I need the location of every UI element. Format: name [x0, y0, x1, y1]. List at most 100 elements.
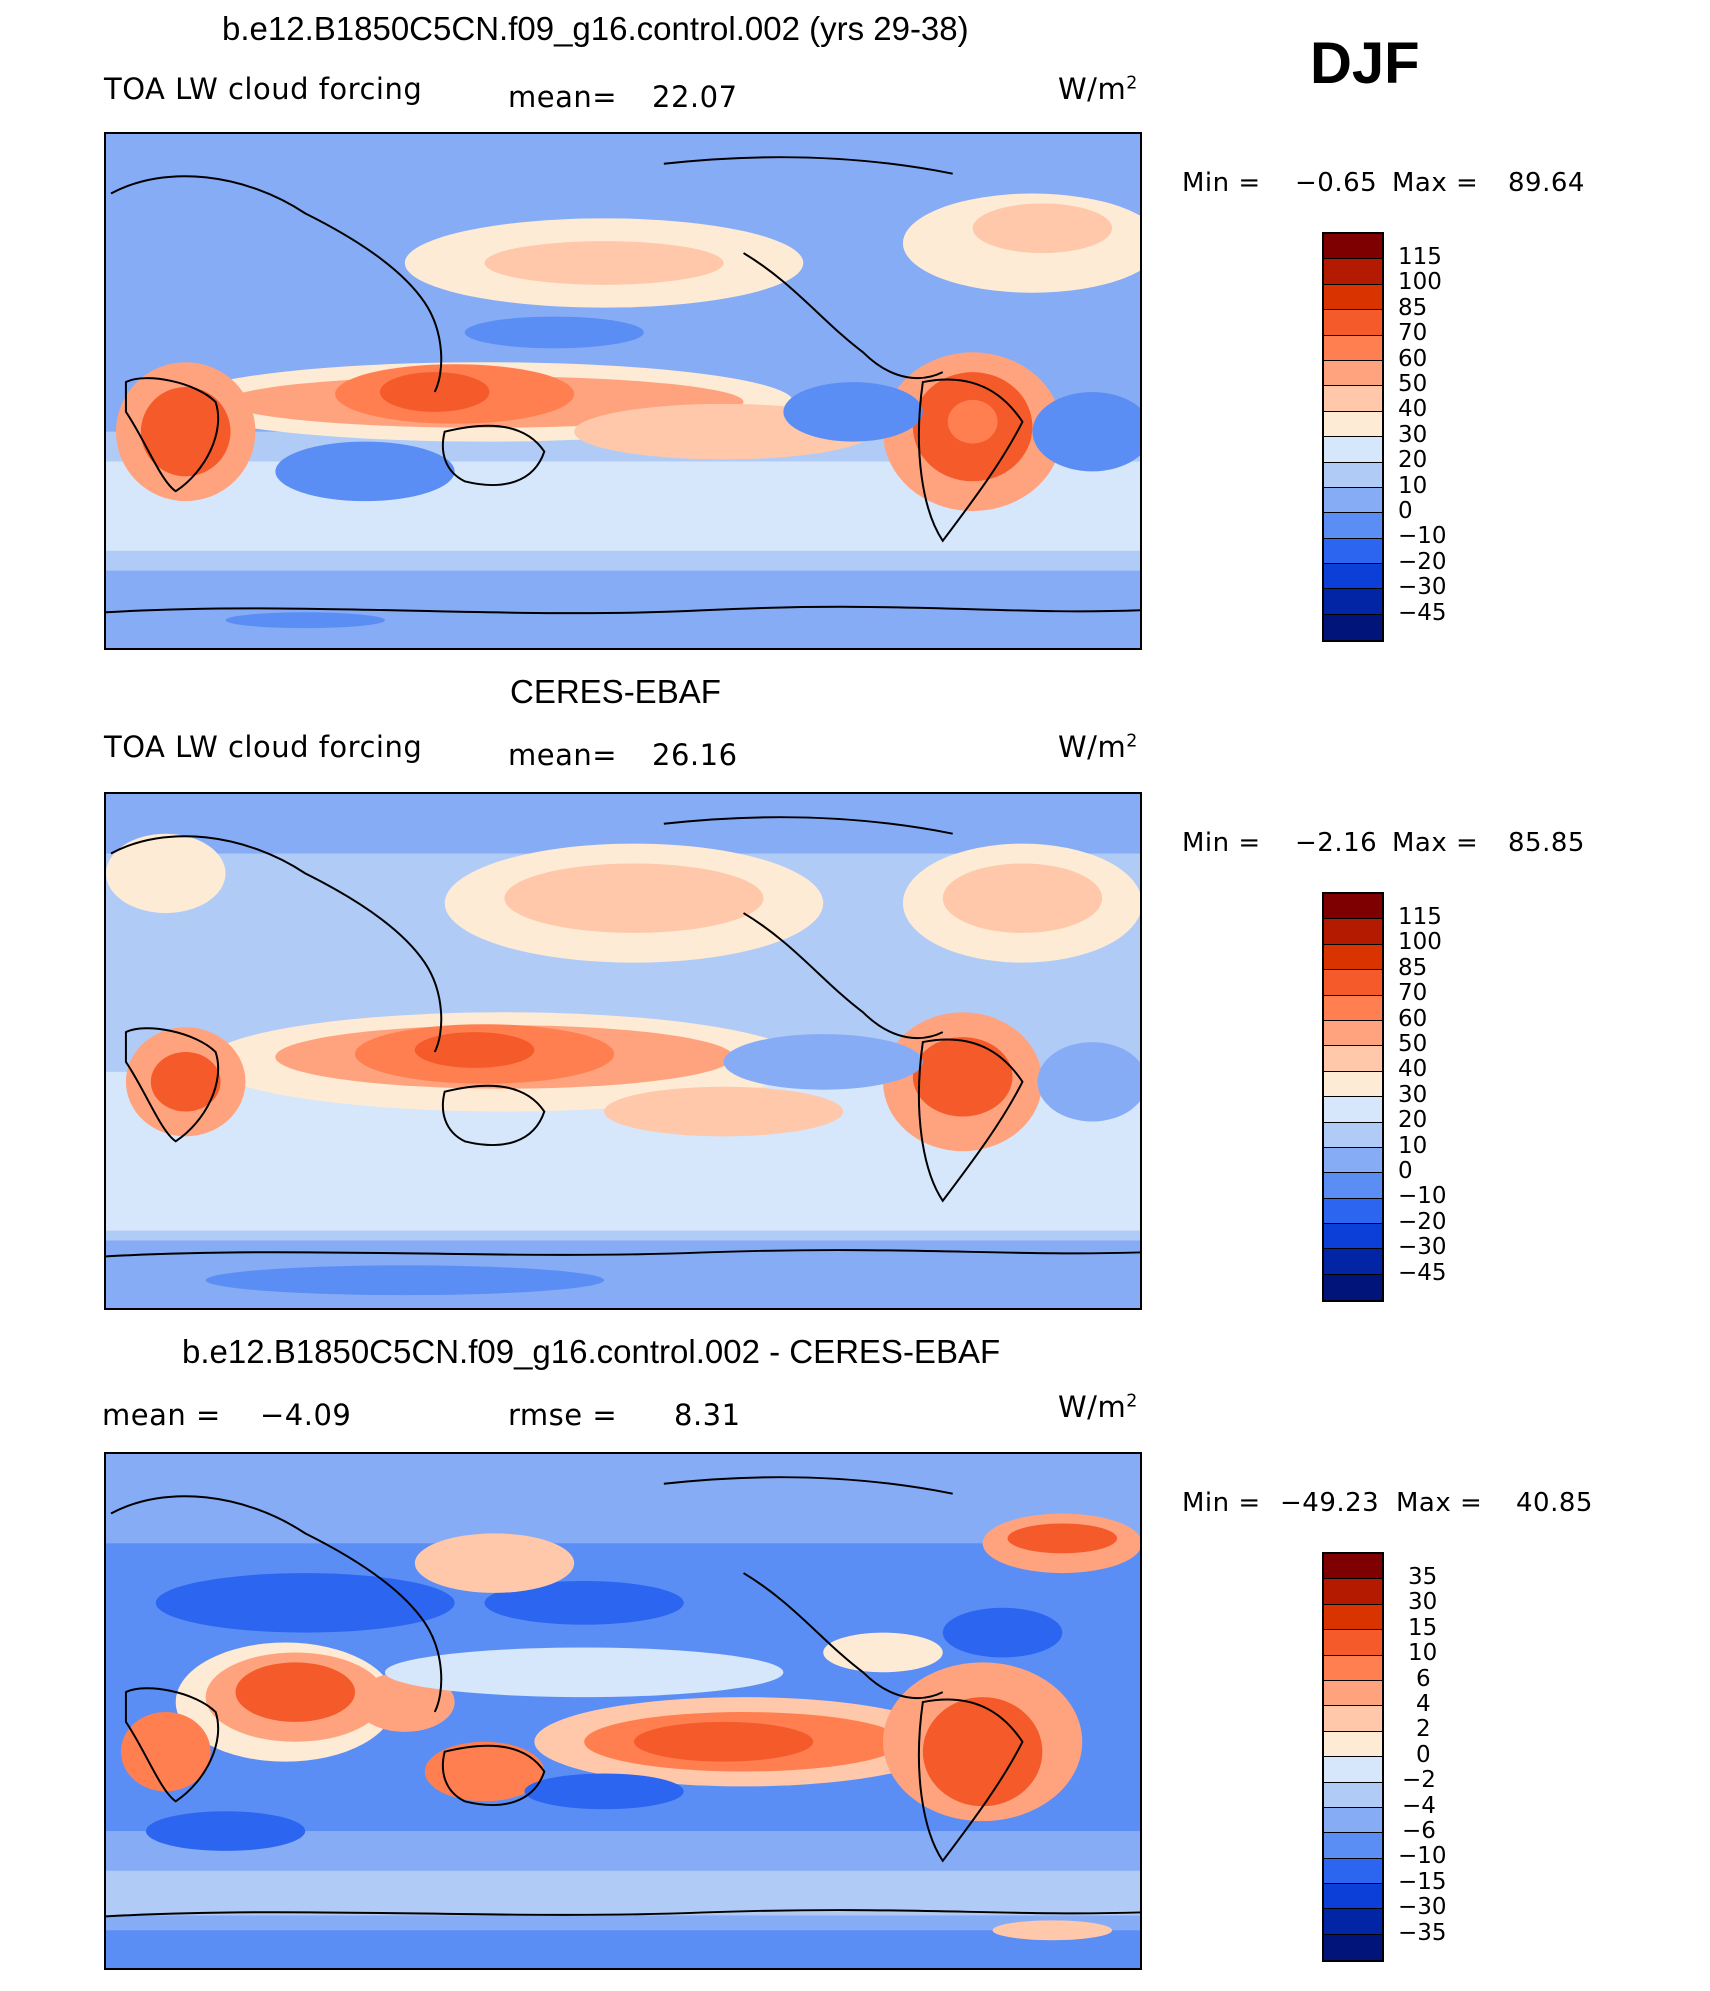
colorbar-swatch	[1324, 335, 1382, 361]
panel1-units: W/m2	[1058, 72, 1138, 106]
colorbar-tick-label: 6	[1416, 1665, 1431, 1692]
colorbar-swatch	[1324, 1147, 1382, 1174]
panel1-min-label: Min =	[1182, 168, 1261, 198]
colorbar-swatch	[1324, 1274, 1382, 1301]
panel2-min-label: Min =	[1182, 828, 1261, 858]
colorbar-tick-label: 0	[1398, 1158, 1413, 1184]
panel1-min-value: −0.65	[1295, 168, 1378, 198]
colorbar-tick-label: −30	[1398, 1234, 1447, 1261]
panel2-variable: TOA LW cloud forcing	[104, 730, 423, 764]
panel2-min-value: −2.16	[1295, 828, 1378, 858]
colorbar-swatch	[1324, 1680, 1382, 1707]
panel1-units-base: W/m	[1058, 72, 1127, 106]
panel1-max-value: 89.64	[1508, 168, 1585, 198]
panel2-colorbar	[1322, 892, 1384, 1303]
panel3-min-label: Min =	[1182, 1488, 1261, 1518]
panel1-units-exp: 2	[1126, 73, 1138, 94]
colorbar-swatch	[1324, 487, 1382, 514]
colorbar-swatch	[1324, 310, 1382, 336]
panel2-map	[104, 792, 1142, 1310]
colorbar-tick-label: 20	[1398, 1107, 1428, 1134]
panel1-colorbar	[1322, 232, 1384, 643]
colorbar-tick-label: −10	[1398, 1183, 1447, 1210]
colorbar-swatch	[1324, 284, 1382, 311]
season-label: DJF	[1310, 31, 1420, 96]
colorbar-tick-label: 40	[1398, 1056, 1428, 1083]
colorbar-swatch	[1324, 614, 1382, 641]
colorbar-swatch	[1324, 919, 1382, 945]
panel2-units-exp: 2	[1126, 731, 1138, 752]
colorbar-swatch	[1324, 1173, 1382, 1199]
panel3-max-value: 40.85	[1516, 1488, 1593, 1518]
panel3-max-label: Max =	[1396, 1488, 1483, 1518]
colorbar-tick-label: 0	[1398, 498, 1413, 524]
colorbar-swatch	[1324, 538, 1382, 565]
colorbar-tick-label: 50	[1398, 371, 1428, 397]
colorbar-tick-label: 60	[1398, 1005, 1428, 1032]
colorbar-swatch	[1324, 1249, 1382, 1275]
panel1-mean-label: mean=	[508, 80, 618, 114]
colorbar-tick-label: −30	[1398, 574, 1447, 601]
colorbar-swatch	[1324, 1554, 1382, 1580]
panel2-mean-label: mean=	[508, 738, 618, 772]
colorbar-tick-label: 15	[1408, 1614, 1438, 1641]
panel1-mean-value: 22.07	[652, 80, 738, 114]
panel1-title: b.e12.B1850C5CN.f09_g16.control.002 (yrs…	[222, 10, 969, 47]
colorbar-swatch	[1324, 437, 1382, 463]
colorbar-tick-label: −45	[1398, 599, 1447, 626]
colorbar-tick-label: −35	[1398, 1919, 1447, 1946]
colorbar-swatch	[1324, 564, 1382, 590]
panel3-mean-value: −4.09	[260, 1398, 352, 1432]
panel3-mean-label: mean =	[102, 1398, 221, 1432]
colorbar-swatch	[1324, 1097, 1382, 1123]
panel1-map	[104, 132, 1142, 650]
colorbar-swatch	[1324, 1122, 1382, 1148]
colorbar-swatch	[1324, 970, 1382, 996]
panel3-rmse-label: rmse =	[508, 1398, 618, 1432]
colorbar-tick-label: 100	[1398, 269, 1442, 296]
panel2-title: CERES-EBAF	[510, 673, 721, 710]
colorbar-swatch	[1324, 1858, 1382, 1885]
colorbar-swatch	[1324, 1757, 1382, 1783]
colorbar-tick-label: 10	[1398, 1132, 1428, 1159]
panel3-rmse-value: 8.31	[674, 1398, 741, 1432]
panel1-max-label: Max =	[1392, 168, 1479, 198]
colorbar-tick-label: 115	[1398, 244, 1442, 270]
panel3-colorbar	[1322, 1552, 1384, 1963]
colorbar-tick-label: 85	[1398, 294, 1428, 321]
colorbar-swatch	[1324, 259, 1382, 285]
panel3-title: b.e12.B1850C5CN.f09_g16.control.002 - CE…	[182, 1333, 1001, 1370]
colorbar-tick-label: −6	[1402, 1818, 1436, 1844]
colorbar-tick-label: 2	[1416, 1716, 1431, 1743]
panel3-units-exp: 2	[1126, 1391, 1138, 1412]
colorbar-swatch	[1324, 894, 1382, 920]
colorbar-swatch	[1324, 513, 1382, 539]
panel2-mean-value: 26.16	[652, 738, 738, 772]
colorbar-tick-label: 50	[1398, 1031, 1428, 1057]
panel3-min-value: −49.23	[1280, 1488, 1380, 1518]
colorbar-tick-label: −10	[1398, 1843, 1447, 1870]
panel3-units-base: W/m	[1058, 1390, 1127, 1424]
colorbar-swatch	[1324, 944, 1382, 971]
colorbar-swatch	[1324, 1198, 1382, 1225]
colorbar-swatch	[1324, 360, 1382, 387]
colorbar-swatch	[1324, 1731, 1382, 1758]
panel2-units-base: W/m	[1058, 730, 1127, 764]
colorbar-tick-label: −10	[1398, 523, 1447, 550]
colorbar-tick-label: 70	[1398, 980, 1428, 1007]
colorbar-tick-label: 10	[1408, 1640, 1438, 1667]
colorbar-swatch	[1324, 462, 1382, 488]
colorbar-swatch	[1324, 1807, 1382, 1834]
panel2-max-value: 85.85	[1508, 828, 1585, 858]
colorbar-tick-label: −20	[1398, 1208, 1447, 1235]
colorbar-tick-label: 70	[1398, 320, 1428, 347]
colorbar-swatch	[1324, 1655, 1382, 1681]
colorbar-swatch	[1324, 589, 1382, 615]
panel1-variable: TOA LW cloud forcing	[104, 72, 423, 106]
colorbar-tick-label: 115	[1398, 904, 1442, 930]
colorbar-tick-label: 0	[1416, 1741, 1431, 1768]
colorbar-swatch	[1324, 1833, 1382, 1859]
panel2-units: W/m2	[1058, 730, 1138, 764]
colorbar-swatch	[1324, 1020, 1382, 1047]
colorbar-swatch	[1324, 1909, 1382, 1935]
